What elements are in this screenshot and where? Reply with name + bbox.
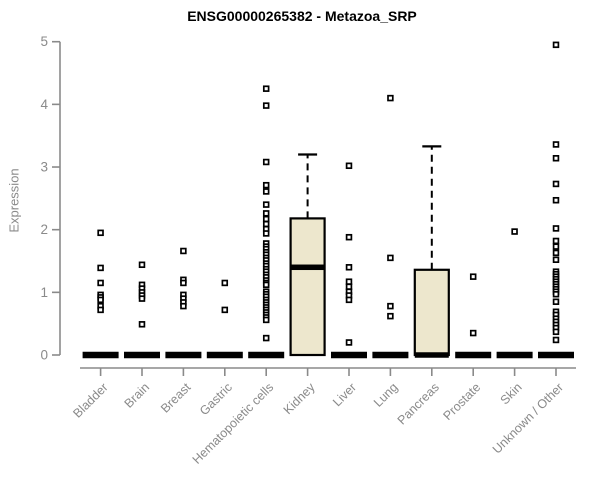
- outlier-point-unknown-other: [552, 196, 560, 204]
- outlier-point-lung: [387, 254, 394, 262]
- x-category-label: Liver: [330, 380, 359, 409]
- outlier-point-liver: [345, 278, 353, 285]
- outlier-point-gastric: [221, 306, 229, 314]
- outlier-point-lung: [387, 312, 394, 320]
- outlier-point-skin: [511, 228, 518, 235]
- outlier-point-lung: [387, 302, 394, 310]
- y-tick-label: 5: [40, 34, 48, 49]
- outlier-point-hematopoietic-cells: [262, 215, 270, 223]
- y-tick-label: 1: [40, 285, 48, 300]
- outlier-point-hematopoietic-cells: [262, 181, 270, 189]
- outlier-point-hematopoietic-cells: [262, 230, 270, 237]
- outlier-point-unknown-other: [552, 237, 560, 245]
- outlier-point-unknown-other: [552, 154, 560, 162]
- median-line-kidney: [290, 264, 325, 271]
- outlier-point-unknown-other: [552, 256, 560, 264]
- outlier-point-hematopoietic-cells: [262, 316, 270, 324]
- median-line-hematopoietic-cells: [248, 351, 285, 359]
- box-kidney: [289, 217, 326, 357]
- box-pancreas: [413, 268, 450, 357]
- outlier-point-hematopoietic-cells: [262, 210, 270, 217]
- x-category-label: Prostate: [440, 380, 483, 423]
- x-category-label: Skin: [498, 380, 525, 407]
- outlier-point-unknown-other: [552, 328, 560, 336]
- y-tick-label: 2: [40, 222, 48, 237]
- outlier-point-unknown-other: [552, 336, 560, 344]
- median-line-gastric: [206, 351, 243, 359]
- median-line-bladder: [82, 351, 119, 359]
- outlier-point-hematopoietic-cells: [262, 188, 270, 195]
- outlier-point-breast: [180, 302, 187, 310]
- outlier-point-lung: [387, 94, 394, 102]
- y-tick-label: 4: [40, 97, 48, 112]
- median-line-brain: [124, 351, 160, 359]
- outlier-point-hematopoietic-cells: [262, 102, 270, 109]
- outlier-point-unknown-other: [552, 290, 560, 298]
- outlier-point-hematopoietic-cells: [262, 220, 270, 228]
- outlier-point-bladder: [97, 279, 104, 287]
- x-category-label: Pancreas: [395, 380, 442, 427]
- x-category-label: Lung: [371, 380, 401, 410]
- y-tick-label: 0: [40, 348, 48, 363]
- outlier-point-hematopoietic-cells: [262, 85, 270, 92]
- outlier-point-liver: [345, 264, 353, 271]
- outlier-point-hematopoietic-cells: [262, 201, 270, 208]
- outlier-point-bladder: [97, 229, 104, 237]
- outlier-point-liver: [345, 296, 353, 304]
- x-category-label: Bladder: [70, 380, 110, 420]
- outlier-point-breast: [180, 247, 187, 255]
- x-category-label: Brain: [122, 380, 153, 411]
- outlier-point-brain: [138, 295, 146, 302]
- outlier-point-hematopoietic-cells: [262, 334, 270, 342]
- outlier-point-unknown-other: [552, 41, 560, 49]
- x-category-label: Gastric: [197, 380, 235, 418]
- median-line-liver: [331, 351, 367, 359]
- outlier-point-hematopoietic-cells: [262, 158, 270, 166]
- median-line-lung: [372, 351, 409, 359]
- median-line-unknown-other: [538, 351, 574, 359]
- outlier-point-bladder: [97, 264, 104, 272]
- x-category-label: Unknown / Other: [490, 380, 566, 456]
- x-category-label: Breast: [158, 380, 194, 416]
- x-category-label: Hematopoietic cells: [190, 380, 277, 467]
- y-axis-title: Expression: [6, 168, 22, 233]
- outlier-point-gastric: [221, 279, 229, 287]
- outlier-point-unknown-other: [552, 298, 560, 305]
- outlier-point-liver: [345, 339, 353, 346]
- outlier-point-unknown-other: [552, 243, 560, 250]
- median-line-prostate: [455, 351, 492, 359]
- outlier-point-prostate: [469, 273, 477, 280]
- outlier-point-breast: [180, 279, 187, 287]
- median-line-skin: [496, 351, 533, 359]
- outlier-point-prostate: [469, 329, 477, 337]
- outlier-point-liver: [345, 233, 353, 241]
- outlier-point-liver: [345, 162, 353, 170]
- outlier-point-bladder: [97, 296, 104, 304]
- outlier-point-liver: [345, 283, 353, 290]
- y-tick-label: 3: [40, 160, 48, 175]
- outlier-point-bladder: [97, 306, 104, 314]
- outlier-point-hematopoietic-cells: [262, 281, 270, 289]
- outlier-point-unknown-other: [552, 225, 560, 232]
- median-line-breast: [165, 351, 202, 359]
- x-category-label: Kidney: [281, 380, 318, 417]
- outlier-point-brain: [138, 261, 146, 269]
- outlier-point-brain: [138, 321, 146, 328]
- outlier-point-unknown-other: [552, 141, 560, 148]
- outlier-point-unknown-other: [552, 249, 560, 257]
- chart-title: ENSG00000265382 - Metazoa_SRP: [187, 8, 417, 24]
- median-line-pancreas: [414, 352, 449, 358]
- outlier-point-unknown-other: [552, 180, 560, 188]
